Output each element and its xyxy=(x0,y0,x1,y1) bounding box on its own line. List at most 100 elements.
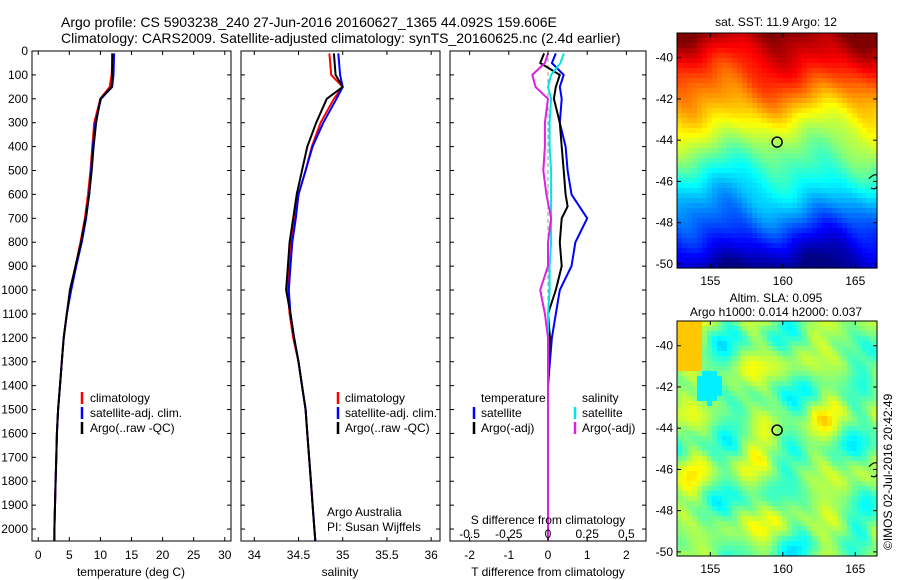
heatmap-cell xyxy=(797,391,803,397)
heatmap-cell xyxy=(767,43,773,49)
heatmap-cell xyxy=(772,406,778,412)
heatmap-cell xyxy=(867,203,873,209)
heatmap-cell xyxy=(692,506,698,512)
heatmap-cell xyxy=(732,461,738,467)
heatmap-cell xyxy=(797,346,803,352)
heatmap-cell xyxy=(732,173,738,179)
heatmap-cell xyxy=(702,391,708,397)
heatmap-cell xyxy=(817,501,823,507)
heatmap-cell xyxy=(717,118,723,124)
heatmap-cell xyxy=(752,168,758,174)
heatmap-cell xyxy=(782,326,788,332)
heatmap-cell xyxy=(682,426,688,432)
heatmap-cell xyxy=(827,336,833,342)
heatmap-cell xyxy=(807,248,813,254)
heatmap-cell xyxy=(702,351,708,357)
heatmap-cell xyxy=(827,436,833,442)
heatmap-cell xyxy=(682,178,688,184)
heatmap-cell xyxy=(727,133,733,139)
heatmap-cell xyxy=(682,213,688,219)
heatmap-cell xyxy=(812,536,818,542)
heatmap-cell xyxy=(767,178,773,184)
heatmap-cell xyxy=(682,223,688,229)
heatmap-cell xyxy=(712,506,718,512)
heatmap-cell xyxy=(747,361,753,367)
heatmap-cell xyxy=(822,331,828,337)
heatmap-cell xyxy=(787,233,793,239)
heatmap-cell xyxy=(757,526,763,532)
heatmap-cell xyxy=(732,496,738,502)
heatmap-cell xyxy=(842,253,848,259)
heatmap-cell xyxy=(747,128,753,134)
heatmap-cell xyxy=(807,123,813,129)
heatmap-cell xyxy=(847,486,853,492)
heatmap-cell xyxy=(687,183,693,189)
heatmap-cell xyxy=(702,491,708,497)
heatmap-cell xyxy=(722,421,728,427)
heatmap-cell xyxy=(787,183,793,189)
heatmap-cell xyxy=(862,536,868,542)
heatmap-cell xyxy=(817,133,823,139)
heatmap-cell xyxy=(727,516,733,522)
heatmap-cell xyxy=(712,168,718,174)
heatmap-cell xyxy=(792,371,798,377)
heatmap-cell xyxy=(797,386,803,392)
heatmap-cell xyxy=(862,33,868,39)
heatmap-cell xyxy=(857,33,863,39)
heatmap-cell xyxy=(872,168,878,174)
heatmap-cell xyxy=(722,516,728,522)
heatmap-cell xyxy=(762,401,768,407)
heatmap-cell xyxy=(827,441,833,447)
heatmap-cell xyxy=(792,416,798,422)
heatmap-cell xyxy=(767,38,773,44)
heatmap-cell xyxy=(842,386,848,392)
x-tick-label: -2 xyxy=(464,548,475,562)
heatmap-cell xyxy=(752,228,758,234)
heatmap-cell xyxy=(802,248,808,254)
heatmap-cell xyxy=(687,173,693,179)
heatmap-cell xyxy=(872,346,878,352)
heatmap-cell xyxy=(732,531,738,537)
argo-location-marker xyxy=(771,424,783,436)
heatmap-cell xyxy=(847,243,853,249)
heatmap-cell xyxy=(757,521,763,527)
heatmap-cell xyxy=(702,486,708,492)
heatmap-cell xyxy=(772,361,778,367)
heatmap-cell xyxy=(777,188,783,194)
heatmap-cell xyxy=(772,218,778,224)
heatmap-cell xyxy=(837,258,843,264)
heatmap-cell xyxy=(847,203,853,209)
heatmap-cell xyxy=(862,481,868,487)
heatmap-cell xyxy=(717,361,723,367)
heatmap-cell xyxy=(872,33,878,39)
heatmap-cell xyxy=(822,213,828,219)
heatmap-cell xyxy=(797,98,803,104)
heatmap-cell xyxy=(872,233,878,239)
heatmap-cell xyxy=(677,371,683,377)
heatmap-cell xyxy=(827,496,833,502)
heatmap-cell xyxy=(857,426,863,432)
heatmap-cell xyxy=(807,461,813,467)
heatmap-cell xyxy=(812,451,818,457)
heatmap-cell xyxy=(772,43,778,49)
heatmap-cell xyxy=(812,213,818,219)
heatmap-cell xyxy=(682,98,688,104)
heatmap-cell xyxy=(772,48,778,54)
heatmap-cell xyxy=(762,238,768,244)
heatmap-cell xyxy=(747,336,753,342)
heatmap-cell xyxy=(722,128,728,134)
heatmap-cell xyxy=(777,248,783,254)
heatmap-cell xyxy=(712,123,718,129)
heatmap-cell xyxy=(697,68,703,74)
heatmap-cell xyxy=(827,43,833,49)
heatmap-cell xyxy=(822,83,828,89)
heatmap-cell xyxy=(737,426,743,432)
heatmap-cell xyxy=(802,391,808,397)
heatmap-cell xyxy=(727,366,733,372)
heatmap-cell xyxy=(852,376,858,382)
heatmap-cell xyxy=(762,526,768,532)
heatmap-cell xyxy=(772,108,778,114)
heatmap-cell xyxy=(857,43,863,49)
heatmap-cell xyxy=(872,496,878,502)
heatmap-cell xyxy=(837,48,843,54)
